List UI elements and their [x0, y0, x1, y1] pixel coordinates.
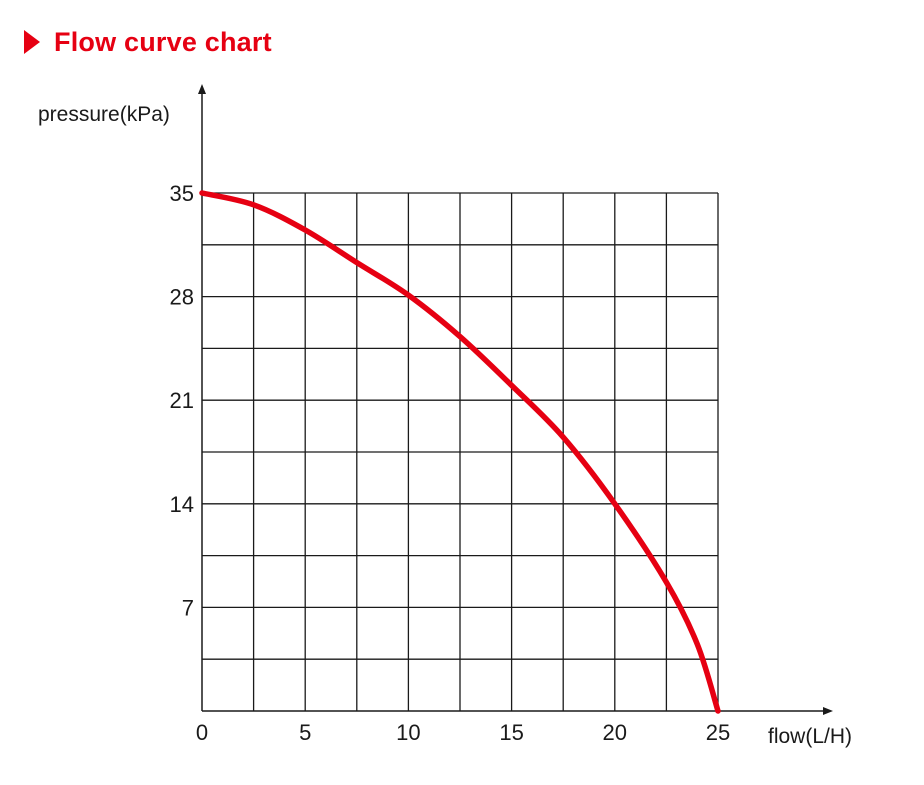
title-arrow-icon — [24, 30, 40, 54]
chart-title: Flow curve chart — [54, 26, 272, 57]
x-tick-label: 20 — [603, 720, 627, 745]
x-tick-label: 0 — [196, 720, 208, 745]
x-tick-label: 25 — [706, 720, 730, 745]
y-axis-arrow-icon — [198, 84, 206, 94]
y-tick-label: 35 — [170, 181, 194, 206]
x-axis-label: flow(L/H) — [768, 725, 852, 748]
x-tick-label: 5 — [299, 720, 311, 745]
x-tick-label: 10 — [396, 720, 420, 745]
y-tick-label: 14 — [170, 492, 194, 517]
x-axis-arrow-icon — [823, 707, 833, 715]
y-tick-label: 28 — [170, 285, 194, 310]
x-tick-label: 15 — [499, 720, 523, 745]
y-tick-label: 21 — [170, 388, 194, 413]
y-tick-label: 7 — [182, 595, 194, 620]
y-axis-label: pressure(kPa) — [38, 103, 170, 126]
chart-header: Flow curve chart — [24, 24, 272, 60]
series-line-flow-curve — [199, 190, 721, 714]
